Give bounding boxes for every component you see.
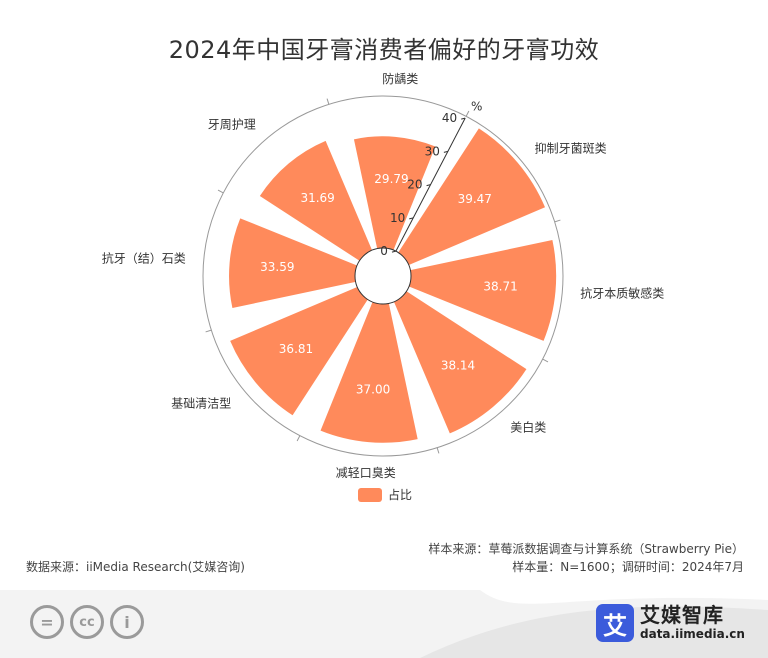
radial-unit-label: % — [471, 100, 482, 114]
angle-axis-tick — [554, 219, 561, 223]
cc-icon: cc — [70, 605, 104, 639]
polar-bar-chart: 29.79 防龋类 39.47 抑制牙菌斑类 38.71 抗牙本质敏感类 38.14 美白类 3… — [102, 71, 665, 480]
radial-tick — [391, 250, 397, 253]
bar-6 — [230, 286, 368, 416]
data-source: 数据来源：iiMedia Research(艾媒咨询) — [26, 560, 245, 574]
sample-source: 样本来源：草莓派数据调查与计算系统（Strawberry Pie） — [428, 542, 744, 556]
equals-icon: = — [30, 605, 64, 639]
data-label-7: 33.59 — [260, 260, 294, 274]
radial-tick-label: 10 — [390, 211, 405, 225]
angle-axis-tick — [542, 358, 549, 363]
angle-axis-tick — [205, 329, 212, 333]
chart-title: 2024年中国牙膏消费者偏好的牙膏功效 — [168, 36, 600, 64]
brand-logo[interactable]: 艾 艾媒智库 data.iimedia.cn — [596, 604, 745, 642]
angle-axis-tick — [326, 98, 330, 105]
license-icons: = cc i — [30, 605, 144, 639]
data-label-2: 39.47 — [458, 192, 492, 206]
center-hole — [354, 247, 412, 305]
radial-tick-label: 40 — [442, 111, 457, 125]
bar-3 — [408, 239, 557, 341]
radial-tick-label: 20 — [407, 178, 422, 192]
legend-swatch — [358, 487, 382, 502]
category-label-3: 抗牙本质敏感类 — [580, 285, 664, 300]
bar-7 — [229, 218, 358, 309]
bar-4 — [393, 291, 527, 434]
brand-url: data.iimedia.cn — [640, 627, 745, 641]
data-label-4: 38.14 — [441, 358, 475, 372]
brand-mark: 艾 — [596, 604, 634, 642]
sample-info: 样本量：N=1600；调研时间：2024年7月 — [512, 560, 744, 574]
radial-tick — [426, 184, 431, 187]
angle-axis-tick — [296, 435, 301, 442]
bar-5 — [320, 301, 418, 443]
data-label-5: 37.00 — [356, 383, 390, 397]
legend[interactable]: 占比 — [358, 486, 412, 503]
angle-axis-tick — [436, 447, 440, 454]
radial-tick-label: 30 — [425, 144, 440, 158]
bar-1 — [353, 136, 436, 251]
category-label-8: 牙周护理 — [208, 117, 256, 131]
person-icon: i — [110, 605, 144, 639]
brand-name: 艾媒智库 — [640, 603, 724, 627]
radial-tick-label: 0 — [380, 244, 388, 258]
bar-2 — [398, 128, 546, 266]
bar-8 — [259, 140, 373, 261]
category-label-1: 防龋类 — [382, 71, 418, 86]
data-label-8: 31.69 — [300, 191, 334, 205]
bottom-decoration — [0, 590, 768, 658]
category-label-5: 减轻口臭类 — [336, 465, 396, 480]
angle-axis-tick — [465, 110, 470, 117]
polar-outer-ring — [202, 95, 564, 457]
angle-axis-tick — [217, 189, 224, 194]
category-label-7: 抗牙（结）石类 — [102, 251, 186, 266]
data-label-6: 36.81 — [279, 342, 313, 356]
category-label-6: 基础清洁型 — [171, 396, 231, 410]
data-label-3: 38.71 — [483, 279, 517, 293]
data-label-1: 29.79 — [374, 172, 408, 186]
radial-tick — [409, 217, 414, 220]
radial-tick — [443, 150, 448, 153]
category-label-2: 抑制牙菌斑类 — [535, 141, 607, 156]
radial-tick — [461, 117, 466, 120]
category-label-4: 美白类 — [510, 420, 546, 435]
legend-label: 占比 — [388, 488, 413, 502]
